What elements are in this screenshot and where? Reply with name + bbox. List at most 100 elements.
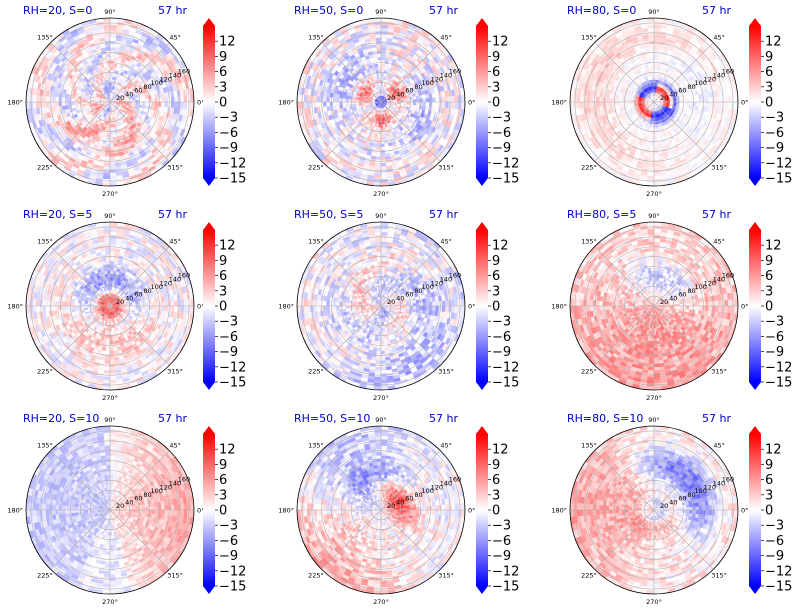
- angular-grid-line: [109, 509, 170, 570]
- colorbar-tick-label: −9: [765, 141, 784, 156]
- radial-tick-label: 140: [713, 276, 725, 284]
- panel-title: RH=50, S=5: [294, 208, 363, 221]
- panel-title: RH=20, S=10: [23, 412, 99, 425]
- angle-tick-label: 225°: [581, 164, 597, 172]
- colorbar-extend-max: [203, 18, 215, 26]
- radial-tick-label: 140: [440, 72, 452, 80]
- angular-grid-line: [594, 509, 655, 570]
- radial-tick-label: 160: [449, 68, 461, 76]
- angle-tick-label: 225°: [37, 572, 53, 580]
- radial-tick-label: 160: [178, 68, 190, 76]
- angle-tick-label: 315°: [167, 164, 183, 172]
- radial-tick-label: 20: [116, 94, 124, 102]
- colorbar-tick-label: 3: [765, 488, 773, 503]
- colorbar-tick-label: −3: [765, 519, 784, 534]
- angular-grid-line: [380, 509, 441, 570]
- radial-tick-label: 140: [169, 276, 181, 284]
- panel-time-label: 57 hr: [158, 412, 187, 425]
- angle-tick-label: 45°: [713, 33, 725, 41]
- radial-tick-label: 100: [150, 79, 162, 87]
- angle-tick-label: 90°: [648, 212, 660, 220]
- polar-frame: [296, 221, 466, 391]
- colorbar-tick-label: −6: [492, 126, 511, 141]
- radial-tick-label: 60: [134, 87, 142, 95]
- angular-grid-line: [321, 450, 382, 511]
- angular-grid-line: [321, 42, 382, 103]
- colorbar-tick-label: −12: [219, 360, 246, 375]
- angular-grid-line: [50, 305, 111, 366]
- angle-tick-label: 315°: [438, 164, 454, 172]
- colorbar-tick-label: 3: [219, 488, 227, 503]
- radial-tick-label: 140: [440, 276, 452, 284]
- colorbar-extend-max: [476, 426, 488, 434]
- polar-panel-5: 20 40 60 8010012014016045°90°135°180°225°27…: [278, 208, 519, 402]
- colorbar-tick-label: −3: [219, 315, 238, 330]
- colorbar-tick-label: −15: [219, 580, 246, 595]
- polar-frame: [25, 221, 195, 391]
- colorbar-tick-label: 12: [492, 35, 509, 50]
- colorbar-tick-label: −12: [219, 564, 246, 579]
- angle-tick-label: 315°: [711, 368, 727, 376]
- colorbar-tick-label: −12: [492, 360, 519, 375]
- colorbar-tick-label: 6: [219, 269, 227, 284]
- angular-grid-line: [321, 101, 382, 162]
- angle-tick-label: 270°: [646, 394, 662, 402]
- colorbar-tick-label: 0: [492, 504, 500, 519]
- radial-tick-label: 60: [678, 291, 686, 299]
- radial-tick-label: 80: [143, 287, 151, 295]
- colorbar-tick-label: 9: [492, 254, 500, 269]
- radial-tick-label: 140: [169, 72, 181, 80]
- colorbar-tick-label: 9: [492, 50, 500, 65]
- colorbar-tick-label: 3: [765, 284, 773, 299]
- colorbar-tick-label: 3: [492, 80, 500, 95]
- angle-tick-label: 0°: [741, 303, 748, 311]
- angular-grid-line: [594, 101, 655, 162]
- colorbar-tick-label: 9: [219, 50, 227, 65]
- radial-tick-label: 60: [405, 291, 413, 299]
- angular-grid-line: [109, 42, 170, 103]
- angle-tick-label: 90°: [648, 8, 660, 16]
- angle-tick-label: 135°: [308, 441, 324, 449]
- colorbar-tick-label: −9: [219, 549, 238, 564]
- colorbar-extend-max: [476, 18, 488, 26]
- colorbar-gradient: [203, 230, 215, 382]
- radial-tick-label: 20: [116, 502, 124, 510]
- polar-panel-4: 20 40 60 8010012014016045°90°135°180°225°27…: [7, 208, 246, 402]
- colorbar-tick-label: 3: [219, 284, 227, 299]
- angle-tick-label: 135°: [37, 441, 53, 449]
- colorbar-tick-label: 3: [219, 80, 227, 95]
- radial-tick-label: 160: [449, 272, 461, 280]
- radial-tick-label: 20: [660, 298, 668, 306]
- angle-tick-label: 90°: [648, 416, 660, 424]
- radial-tick-label: 100: [694, 487, 706, 495]
- colorbar-tick-label: 9: [765, 50, 773, 65]
- angle-tick-label: 270°: [373, 598, 389, 606]
- colorbar-tick-label: −6: [492, 534, 511, 549]
- colorbar-tick-label: 12: [219, 35, 236, 50]
- angular-grid-line: [653, 42, 714, 103]
- panel-time-label: 57 hr: [429, 208, 458, 221]
- angle-tick-label: 225°: [581, 368, 597, 376]
- angular-grid-line: [50, 509, 111, 570]
- colorbar-tick-label: −15: [492, 172, 519, 187]
- angular-grid-line: [109, 450, 170, 511]
- radial-tick-label: 160: [178, 272, 190, 280]
- colorbar-tick-label: 0: [492, 96, 500, 111]
- angular-grid-line: [50, 101, 111, 162]
- colorbar-tick-label: 9: [219, 254, 227, 269]
- angle-tick-label: 180°: [278, 99, 294, 107]
- radial-tick-label: 60: [678, 87, 686, 95]
- colorbar-tick-label: 9: [765, 254, 773, 269]
- colorbar-extend-max: [749, 222, 761, 230]
- panel-title: RH=50, S=10: [294, 412, 370, 425]
- angle-tick-label: 225°: [308, 368, 324, 376]
- angle-tick-label: 225°: [581, 572, 597, 580]
- angle-tick-label: 90°: [104, 416, 116, 424]
- radial-tick-label: 40: [125, 90, 133, 98]
- angular-grid-line: [653, 246, 714, 307]
- colorbar-tick-label: −3: [765, 111, 784, 126]
- angle-tick-label: 45°: [169, 237, 181, 245]
- colorbar-tick-label: 12: [219, 443, 236, 458]
- angle-tick-label: 0°: [741, 507, 748, 515]
- panel-time-label: 57 hr: [702, 208, 731, 221]
